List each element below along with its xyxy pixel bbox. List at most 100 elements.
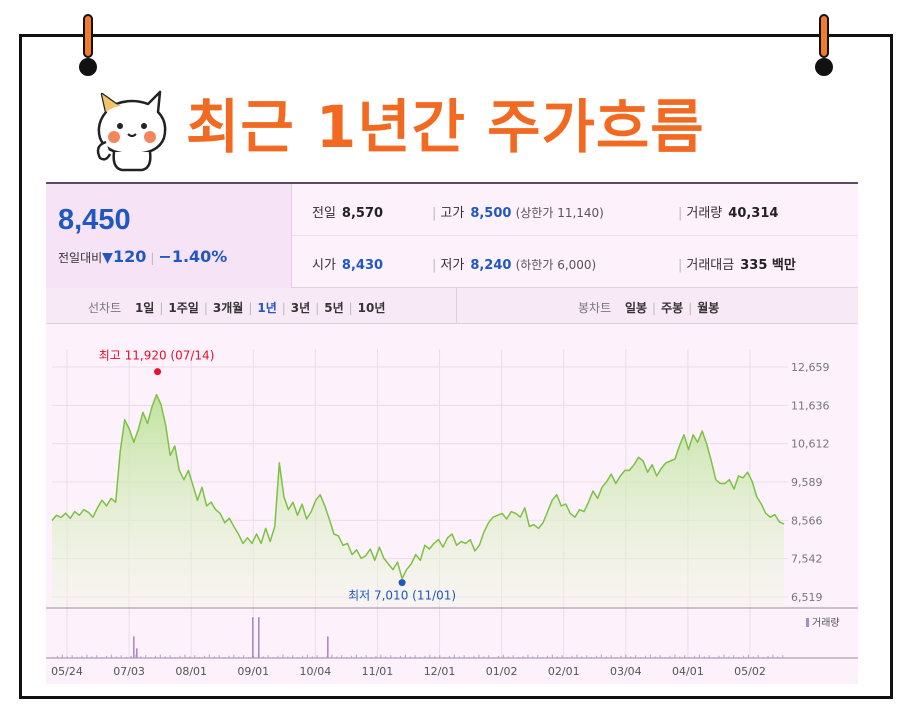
y-tick-label: 11,636 [791,399,830,412]
volume-bar [439,655,441,658]
line-period-tab-4[interactable]: 3년 [290,301,311,315]
volume-bar [341,655,343,658]
volume-bar [390,655,392,658]
volume-bar [91,656,93,658]
x-tick-label: 08/01 [175,665,207,678]
low-annotation: 최저 7,010 (11/01) [348,589,456,603]
volume-bar [502,654,504,658]
volume-bar [101,657,103,658]
volume-bar [478,654,480,658]
volume-bar [385,656,387,658]
line-period-tab-0[interactable]: 1일 [134,301,155,315]
candle-period-tab-2[interactable]: 월봉 [697,301,720,315]
volume-bar [203,655,206,658]
quote-row-1: 전일 8,570 | 고가 8,500 (상한가 11,140) | 거래량 40,314 [292,184,858,236]
volume-bar [66,656,68,658]
volume-bar [140,656,142,658]
candle-period-tab-0[interactable]: 일봉 [624,301,648,315]
volume-bar [399,655,402,658]
volume-bar [346,657,348,658]
price-area [52,394,784,607]
stock-panel: 8,450 전일대비▼120 | −1.40% 전일 8,570 | 고가 8,500 (… [46,182,858,684]
volume-bar [434,656,436,658]
volume-spike [136,648,138,658]
volume-bar [512,655,514,658]
volume-bar [184,654,186,658]
volume-bar [777,656,779,658]
volume-bar [468,657,470,658]
high-annotation: 최고 11,920 (07/14) [99,349,215,363]
volume-bar [233,654,235,658]
volume-bar [164,656,166,658]
volume-bar [708,655,710,658]
volume-bar [297,657,299,658]
volume-bar [615,657,617,658]
volume-bar [331,654,333,658]
volume-bar [262,656,264,658]
volume-bar [272,657,274,658]
line-period-tab-6[interactable]: 10년 [357,301,386,315]
volume-bar [444,657,446,658]
x-tick-label: 02/01 [548,665,580,678]
volume-bar [733,655,735,658]
volume-bar [81,655,83,658]
pin-right-icon [815,14,833,76]
volume-bar [248,657,250,658]
volume-bar [429,654,431,658]
line-period-tab-3[interactable]: 1년 [257,301,277,315]
line-period-tab-5[interactable]: 5년 [324,301,344,315]
candle-chart-periods: 봉차트 일봉 | 주봉 | 월봉 [578,301,720,315]
line-chart-periods: 선차트 1일 | 1주일 | 3개월 | 1년 | 3년 | 5년 | 10년 [88,301,386,315]
volume-bar [473,655,475,658]
x-tick-label: 04/01 [672,665,704,678]
change-percent: −1.40% [158,247,228,266]
volume-bar [752,656,754,658]
volume-bar [208,654,210,658]
volume-legend-label: 거래량 [812,617,840,629]
volume-bar [179,655,181,658]
volume-bar [228,655,230,658]
volume-bar [375,655,377,658]
volume-bar [135,654,137,658]
period-selector: 선차트 1일 | 1주일 | 3개월 | 1년 | 3년 | 5년 | 10년 봉차트 일봉 | 주봉 | 월봉 [46,288,858,324]
low-price: | 저가 8,240 (하한가 6,000) [432,258,597,273]
page-title: 최근 1년간 주가흐름 [186,93,705,161]
volume-bar [287,656,289,658]
quote-row-2: 시가 8,430 | 저가 8,240 (하한가 6,000) | 거래대금 335 백만 [292,236,858,288]
volume-bar [174,657,176,658]
volume-bar [488,655,490,658]
line-period-tab-1[interactable]: 1주일 [168,301,199,315]
volume-bar [277,655,279,658]
volume-bar [145,655,147,658]
volume-bar [56,655,59,658]
volume-bar [581,656,583,658]
volume-bar [110,654,112,658]
volume-bar [586,655,588,658]
volume-bar [689,657,691,658]
volume-bar [125,657,127,658]
volume-bar [571,655,573,658]
volume-bar [483,656,485,658]
x-tick-label: 03/04 [610,665,642,678]
line-period-tab-2[interactable]: 3개월 [212,301,244,315]
price-chart: 12,659 11,636 10,612 9,589 8,566 7,542 6,519 05… [46,349,858,678]
volume-legend-swatch [806,618,809,627]
change-amount: 120 [112,247,147,266]
volume-bar [52,657,54,658]
volume-bar [757,655,759,658]
volume-bar [747,654,749,658]
volume-bar [86,654,88,658]
volume-bar [718,655,720,658]
volume-bar [640,657,642,658]
volume-bar [684,655,686,658]
volume-bar [169,655,171,658]
volume-bar [414,655,416,658]
y-tick-label: 6,519 [791,591,823,604]
volume-bar [542,657,544,658]
volume-bar [223,657,225,658]
price-change: 전일대비▼120 | −1.40% [58,247,228,266]
candle-period-tab-1[interactable]: 주봉 [661,301,684,315]
volume-bar [723,654,725,658]
y-tick-label: 7,542 [791,553,823,566]
volume-bar [238,656,240,658]
